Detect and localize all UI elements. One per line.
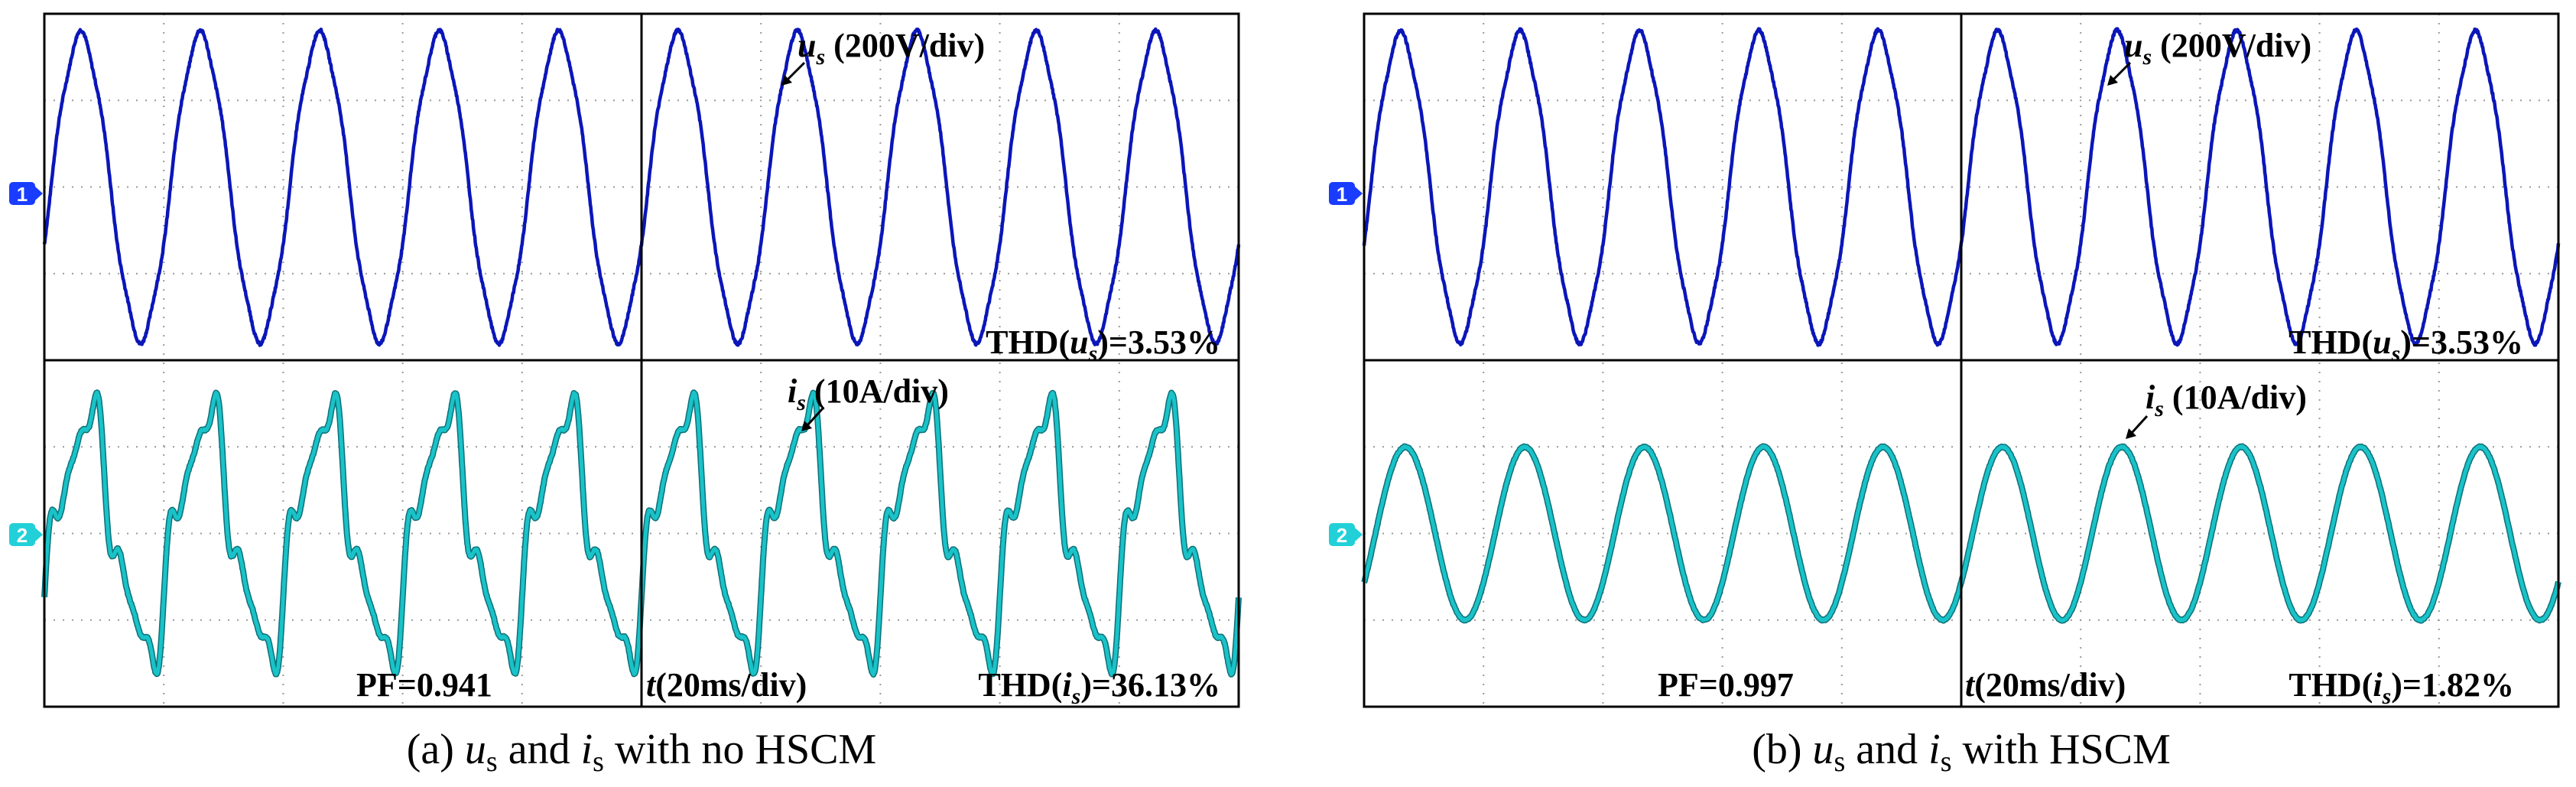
thd-is-panel-a: THD(is)=36.13%: [978, 666, 1220, 709]
us-scale-label-panel-a: us (200V/div): [781, 27, 985, 86]
us-scale-label-panel-b: us (200V/div): [2107, 27, 2311, 86]
is-scale-label-panel-a: is (10A/div): [788, 372, 949, 431]
us-pointer-arrow: [786, 61, 806, 81]
thd-is-panel-b: THD(is)=1.82%: [2289, 666, 2514, 709]
panel-a: 1 2 us (200V/div) is (10A/div) THD(us)=3…: [9, 12, 1242, 778]
us-pointer-arrowhead: [2107, 75, 2118, 86]
is-var: i: [2146, 379, 2155, 416]
is-pointer-arrowhead: [801, 421, 812, 431]
us-pointer-arrow: [2112, 61, 2132, 81]
caption-panel-a: (a) us and is with no HSCM: [407, 726, 876, 778]
pf-panel-b: PF=0.997: [1658, 666, 1794, 704]
us-var: u: [797, 27, 816, 64]
ch1-marker-label: 1: [1337, 183, 1347, 206]
ch2-marker-panel-b: 2: [1329, 523, 1363, 547]
us-scale: (200V/div): [2152, 27, 2311, 64]
ch2-marker-label: 2: [17, 524, 28, 547]
is-sub: s: [2154, 396, 2164, 421]
is-scale: (10A/div): [2164, 379, 2307, 416]
is-pointer-arrowhead: [2126, 428, 2136, 439]
svg-text:is (10A/div): is (10A/div): [2146, 379, 2307, 421]
thd-us-panel-a: THD(us)=3.53%: [986, 324, 1220, 366]
svg-text:is (10A/div): is (10A/div): [788, 372, 949, 415]
ch1-marker-label: 1: [17, 183, 28, 206]
us-sub: s: [815, 44, 825, 70]
svg-text:us (200V/div): us (200V/div): [2124, 27, 2311, 70]
us-scale: (200V/div): [825, 27, 985, 64]
panel-b: 1 2 us (200V/div) is (10A/div) THD(us)=3…: [1329, 12, 2561, 778]
us-var: u: [2124, 27, 2142, 64]
ch2-marker-label: 2: [1337, 524, 1347, 547]
pf-panel-a: PF=0.941: [356, 666, 492, 704]
us-sub: s: [2142, 44, 2152, 70]
ch2-marker-panel-a: 2: [9, 523, 43, 547]
is-scale-label-panel-b: is (10A/div): [2126, 379, 2307, 439]
is-pointer-arrow: [2130, 415, 2149, 434]
us-pointer-arrowhead: [781, 75, 792, 86]
ch1-marker-panel-a: 1: [9, 182, 43, 206]
time-base-panel-a: t(20ms/div): [646, 666, 807, 704]
is-pointer-arrow: [806, 407, 824, 427]
thd-us-panel-b: THD(us)=3.53%: [2289, 324, 2523, 366]
caption-panel-b: (b) us and is with HSCM: [1752, 726, 2171, 778]
is-var: i: [788, 372, 797, 410]
time-base-panel-b: t(20ms/div): [1965, 666, 2126, 704]
svg-text:us (200V/div): us (200V/div): [797, 27, 985, 70]
ch1-marker-panel-b: 1: [1329, 182, 1363, 206]
is-scale: (10A/div): [806, 372, 949, 410]
is-sub: s: [796, 390, 806, 415]
